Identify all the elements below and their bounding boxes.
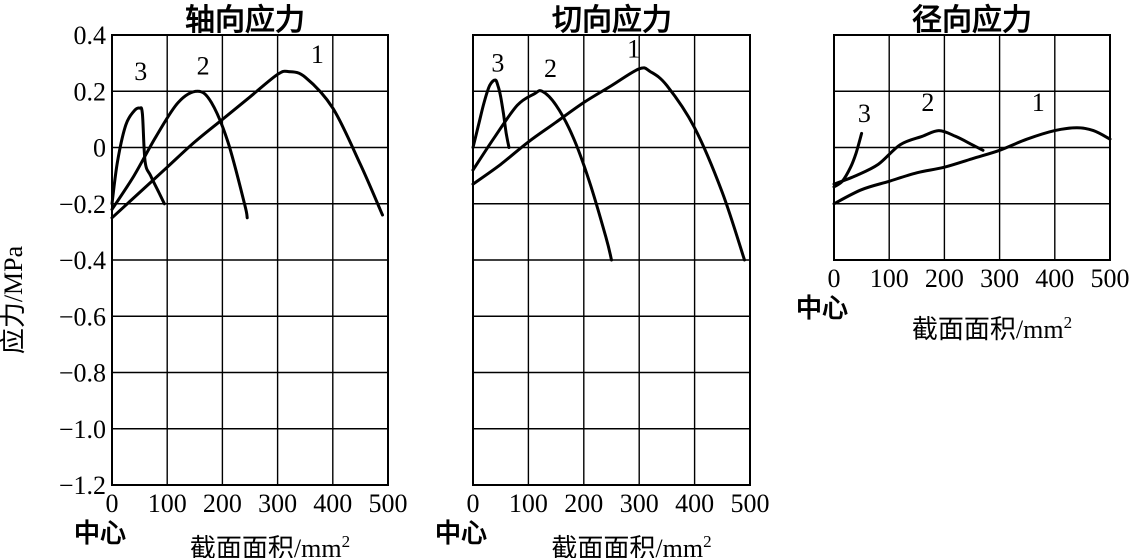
x-tick-label: 0 [828, 264, 841, 293]
y-tick-label: −1.0 [59, 415, 106, 444]
series-curve-1 [832, 126, 1112, 206]
series-label-2: 2 [544, 54, 557, 83]
series-label-3: 3 [858, 99, 871, 128]
x-tick-label: 200 [925, 264, 964, 293]
x-tick-label: 100 [870, 264, 909, 293]
x-tick-label: 200 [564, 489, 603, 518]
y-tick-label: 0.2 [74, 77, 107, 106]
y-tick-label: −0.2 [59, 190, 106, 219]
y-tick-label: −1.2 [59, 471, 106, 500]
x-tick-label: 300 [980, 264, 1019, 293]
center-label: 中心 [435, 519, 487, 548]
plot-frame [111, 34, 389, 486]
series-curve-3 [110, 106, 166, 206]
series-label-1: 1 [627, 35, 640, 64]
x-tick-label: 400 [1035, 264, 1074, 293]
panel-title: 轴向应力 [185, 3, 305, 37]
series-curve-1 [471, 66, 746, 262]
series-label-2: 2 [921, 88, 934, 117]
x-axis-label: 截面面积/mm2 [912, 313, 1072, 344]
y-tick-label: −0.8 [59, 359, 106, 388]
y-tick-label: −0.4 [59, 246, 106, 275]
plot-frame [833, 34, 1111, 261]
series-curve-2 [110, 89, 249, 220]
series-curve-1 [110, 69, 384, 220]
series-label-1: 1 [1032, 88, 1045, 117]
series-label-3: 3 [134, 57, 147, 86]
x-axis-label-superscript: 2 [342, 532, 351, 551]
x-tick-label: 300 [258, 489, 297, 518]
x-axis-label-superscript: 2 [1064, 313, 1073, 332]
panel-title: 切向应力 [552, 3, 672, 37]
x-tick-label: 500 [369, 489, 408, 518]
series-curve-3 [471, 78, 511, 149]
x-tick-label: 0 [467, 489, 480, 518]
x-axis-label-text: 截面面积/mm [551, 534, 703, 558]
y-tick-label: 0.4 [74, 21, 107, 50]
center-label: 中心 [796, 294, 848, 323]
x-axis-label-text: 截面面积/mm [912, 315, 1064, 344]
center-label: 中心 [74, 519, 126, 548]
x-tick-label: 400 [313, 489, 352, 518]
x-axis-label-superscript: 2 [703, 532, 712, 551]
x-tick-label: 400 [675, 489, 714, 518]
x-tick-label: 0 [106, 489, 119, 518]
x-tick-label: 100 [148, 489, 187, 518]
x-axis-label: 截面面积/mm2 [190, 532, 350, 558]
panel-title: 径向应力 [912, 3, 1032, 37]
series-label-3: 3 [491, 49, 504, 78]
panel-1: 轴向应力 −1.2 −1.0 −0.8 −0.6 −0.4 −0.2 0 0.2 0.4 0 100 2… [59, 3, 408, 558]
series-curve-2 [832, 129, 985, 186]
x-tick-label: 200 [203, 489, 242, 518]
x-axis-label-text: 截面面积/mm [190, 534, 342, 558]
series-label-2: 2 [197, 51, 210, 80]
series-curve-3 [832, 131, 864, 189]
y-tick-label: 0 [93, 134, 106, 163]
y-tick-label: −0.6 [59, 302, 106, 331]
x-tick-label: 500 [1091, 264, 1130, 293]
x-tick-label: 300 [620, 489, 659, 518]
plot-frame [472, 34, 751, 486]
y-axis-label: 应力/MPa [0, 245, 28, 354]
x-tick-label: 100 [509, 489, 548, 518]
x-axis-label: 截面面积/mm2 [551, 532, 711, 558]
series-curve-2 [471, 89, 613, 262]
series-label-1: 1 [311, 40, 324, 69]
x-tick-label: 500 [731, 489, 770, 518]
